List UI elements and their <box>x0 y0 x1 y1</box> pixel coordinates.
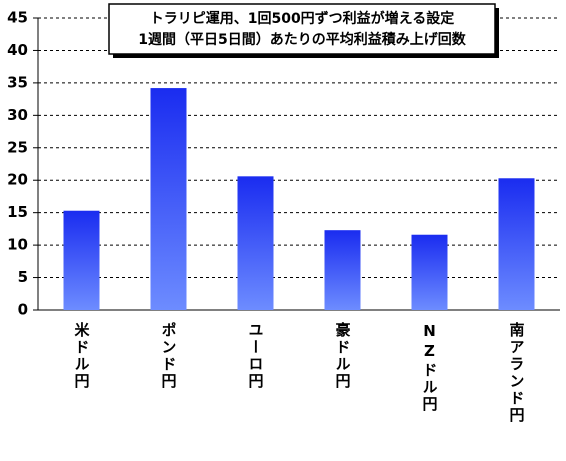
bar <box>150 88 187 310</box>
x-tick-label: 豪ドル円 <box>334 321 352 390</box>
y-tick-label: 30 <box>7 106 28 124</box>
y-tick-label: 45 <box>7 9 28 27</box>
y-tick-label: 15 <box>7 203 28 221</box>
y-tick-label: 25 <box>7 138 28 156</box>
x-tick-label: ポンド円 <box>160 322 178 390</box>
y-tick-label: 5 <box>18 268 28 286</box>
bar <box>324 230 361 310</box>
y-tick-label: 35 <box>7 73 28 91</box>
y-tick-label: 0 <box>18 301 28 319</box>
x-tick-label: NZドル円 <box>421 322 439 413</box>
y-tick-label: 10 <box>7 236 28 254</box>
chart-title: トラリピ運用、1回500円ずつ利益が増える設定 <box>150 10 455 27</box>
chart-subtitle: 1週間（平日5日間）あたりの平均利益積み上げ回数 <box>138 31 466 48</box>
x-tick-label: ユーロ円 <box>247 322 265 390</box>
x-tick-label: 南アランド円 <box>508 321 526 424</box>
bar <box>237 176 274 310</box>
x-tick-label: 米ドル円 <box>73 321 91 390</box>
y-tick-label: 40 <box>7 41 28 59</box>
bar <box>498 178 535 310</box>
bar <box>411 234 448 310</box>
y-tick-label: 20 <box>7 171 28 189</box>
bar <box>63 210 100 310</box>
title-box <box>108 3 496 55</box>
